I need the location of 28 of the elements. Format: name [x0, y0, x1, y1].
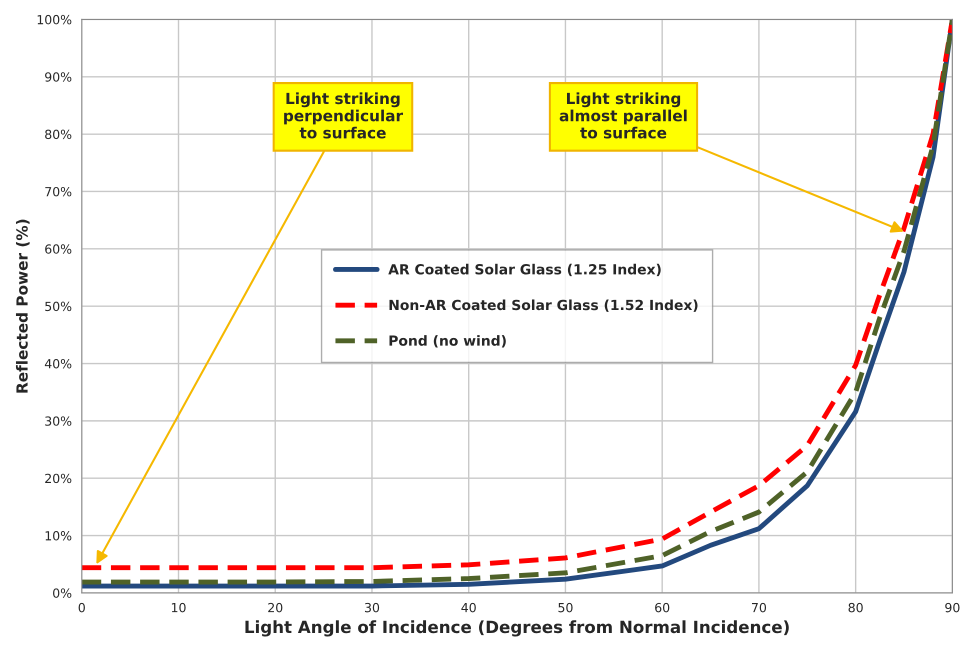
x-tick-label: 80 — [848, 602, 863, 612]
y-tick-label: 10% — [46, 531, 72, 540]
x-tick-label: 10 — [172, 602, 186, 612]
x-tick-label: 60 — [655, 602, 670, 612]
y-axis-title: Reflected Power (%) — [16, 220, 30, 393]
x-tick-label: 90 — [945, 602, 960, 612]
y-tick-label: 90% — [45, 72, 72, 82]
y-tick-label: 20% — [45, 474, 72, 484]
y-tick-label: 70% — [45, 186, 72, 196]
y-tick-label: 50% — [45, 302, 72, 312]
x-tick-label: 50 — [558, 602, 573, 612]
y-tick-label: 60% — [45, 244, 72, 254]
x-tick-label: 30 — [364, 602, 380, 612]
legend-label: AR Coated Solar Glass (1.25 Index) — [388, 264, 661, 276]
x-tick-label: 70 — [752, 602, 766, 612]
annotation: Light striking almost parallel to surface — [560, 92, 687, 139]
y-tick-label: 40% — [44, 359, 72, 368]
x-tick-label: 40 — [461, 602, 476, 612]
annotation: Light striking perpendicular to surface — [284, 92, 404, 139]
x-axis-title: Light Angle of Incidence (Degrees from Normal Incidence) — [245, 620, 789, 637]
x-tick-label: 0 — [78, 602, 85, 612]
legend-label: Pond (no wind) — [390, 335, 506, 348]
x-tick-label: 20 — [268, 602, 282, 612]
legend-label: Non-AR Coated Solar Glass (1.52 Index) — [390, 299, 698, 312]
y-tick-label: 100% — [38, 14, 72, 24]
y-tick-label: 30% — [45, 416, 72, 426]
y-tick-label: 80% — [45, 130, 72, 140]
y-tick-label: 0% — [53, 588, 72, 598]
